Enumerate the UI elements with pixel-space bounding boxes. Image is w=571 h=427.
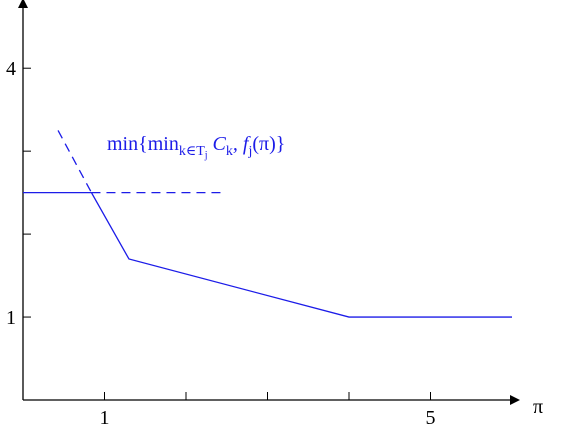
y-tick-label: 1 xyxy=(6,307,16,329)
y-tick-label: 4 xyxy=(6,58,16,80)
line-series xyxy=(23,191,512,318)
annotation-part: k∈T xyxy=(179,144,205,159)
annotation-part: j xyxy=(204,150,208,161)
x-tick-label: 1 xyxy=(100,407,110,427)
annotation-part: (π)} xyxy=(252,133,285,155)
annotation-part: C xyxy=(208,133,227,155)
x-axis-label: π xyxy=(533,396,543,418)
annotation-part: , f xyxy=(233,133,251,155)
annotation-part: min{min xyxy=(107,133,179,155)
annotation-part: j xyxy=(247,144,252,159)
x-tick-label: 5 xyxy=(426,407,436,427)
annotation: min{mink∈Tj Ck, fj(π)} xyxy=(107,133,285,161)
annotation-part: k xyxy=(226,144,233,159)
line-series xyxy=(57,130,93,193)
